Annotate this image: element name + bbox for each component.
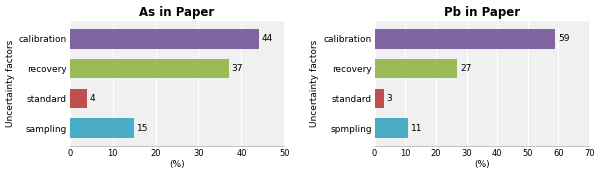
- Text: 44: 44: [261, 34, 272, 43]
- Title: As in Paper: As in Paper: [139, 6, 215, 19]
- Bar: [374, 118, 408, 138]
- Y-axis label: Uncertainty factors: Uncertainty factors: [5, 40, 14, 127]
- Bar: [70, 29, 259, 49]
- Y-axis label: Uncertainty factors: Uncertainty factors: [310, 40, 319, 127]
- Bar: [374, 59, 457, 78]
- Text: 59: 59: [558, 34, 569, 43]
- Text: 15: 15: [137, 124, 148, 133]
- Title: Pb in Paper: Pb in Paper: [444, 6, 520, 19]
- Text: 4: 4: [89, 94, 95, 103]
- X-axis label: (%): (%): [474, 160, 490, 169]
- Bar: [70, 118, 134, 138]
- Bar: [70, 59, 229, 78]
- Text: 27: 27: [460, 64, 471, 73]
- Bar: [374, 89, 384, 108]
- X-axis label: (%): (%): [169, 160, 185, 169]
- Text: 11: 11: [411, 124, 422, 133]
- Text: 3: 3: [386, 94, 392, 103]
- Text: 37: 37: [231, 64, 242, 73]
- Bar: [70, 89, 87, 108]
- Bar: [374, 29, 556, 49]
